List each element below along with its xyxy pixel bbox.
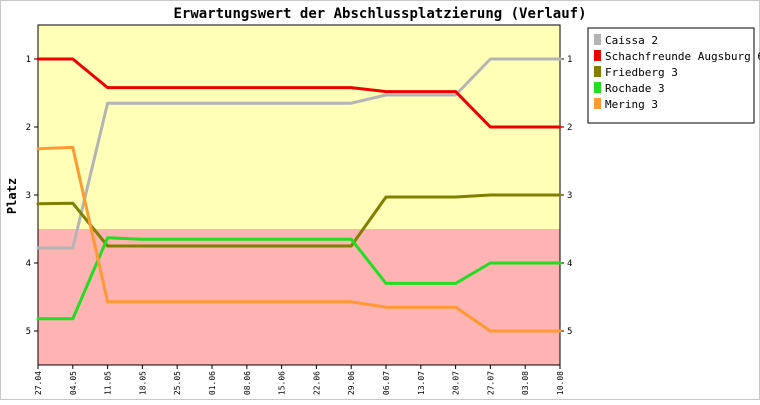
legend-swatch	[594, 66, 601, 77]
legend-label: Schachfreunde Augsburg 6	[605, 50, 760, 63]
legend-label: Caissa 2	[605, 34, 658, 47]
y-tick-label-right: 2	[567, 123, 572, 133]
x-tick-label: 03.08	[521, 371, 530, 395]
x-tick-label: 06.07	[382, 371, 391, 395]
y-tick-label-right: 3	[567, 191, 572, 201]
legend-swatch	[594, 34, 601, 45]
series-line-4	[36, 236, 562, 321]
y-tick-label-right: 4	[567, 259, 572, 269]
series-line-5	[36, 145, 562, 333]
legend-label: Rochade 3	[605, 82, 665, 95]
x-tick-label: 13.07	[417, 371, 426, 395]
series-line-3	[36, 193, 562, 248]
y-tick-label-left: 2	[26, 123, 31, 133]
legend-swatch	[594, 50, 601, 61]
y-tick-label-left: 1	[26, 55, 31, 65]
series-line-2	[36, 57, 562, 129]
y-tick-label-left: 5	[26, 327, 31, 337]
background-band-2	[38, 229, 560, 365]
background-band-1	[38, 25, 560, 229]
y-tick-label-left: 3	[26, 191, 31, 201]
x-tick-label: 01.06	[208, 371, 217, 395]
y-tick-label-right: 1	[567, 55, 572, 65]
x-tick-label: 20.07	[452, 371, 461, 395]
y-tick-label-left: 4	[26, 259, 31, 269]
y-tick-label-right: 5	[567, 327, 572, 337]
legend-swatch	[594, 98, 601, 109]
legend-label: Friedberg 3	[605, 66, 678, 79]
x-tick-label: 25.05	[173, 371, 182, 395]
chart-title: Erwartungswert der Abschlussplatzierung …	[173, 6, 586, 22]
x-tick-label: 22.06	[312, 371, 321, 395]
x-tick-label: 29.06	[347, 371, 356, 395]
x-tick-label: 04.05	[69, 371, 78, 395]
legend-label: Mering 3	[605, 98, 658, 111]
legend: Caissa 2 Schachfreunde Augsburg 6 Friedber…	[587, 27, 760, 124]
x-tick-label: 08.06	[243, 371, 252, 395]
x-tick-label: 15.06	[278, 371, 287, 395]
legend-swatch	[594, 82, 601, 93]
x-tick-label: 10.08	[556, 371, 565, 395]
x-tick-label: 27.04	[34, 371, 43, 395]
series-line-1	[36, 57, 562, 250]
x-tick-label: 27.07	[486, 371, 495, 395]
plot-area: 1 1 2 2 3 3 4 4 5 5 27.04 04.05 11.05 18.05 25.05 01.06…	[26, 24, 572, 395]
y-axis-label: Platz	[5, 178, 19, 214]
x-tick-label: 11.05	[104, 371, 113, 395]
x-tick-label: 18.05	[138, 371, 147, 395]
legend-box	[587, 27, 755, 124]
